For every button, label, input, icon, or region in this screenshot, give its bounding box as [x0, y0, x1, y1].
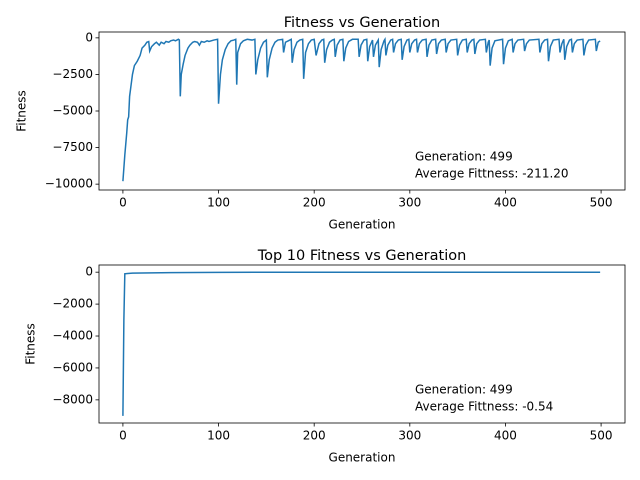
annotation: Average Fittness: -0.54: [415, 400, 553, 414]
x-tick-label: 200: [303, 196, 326, 210]
y-tick-label: −8000: [52, 392, 93, 406]
x-tick-label: 500: [590, 196, 613, 210]
y-tick-label: −6000: [52, 360, 93, 374]
y-tick-label: −7500: [52, 140, 93, 154]
x-tick-label: 400: [494, 196, 517, 210]
y-tick-label: 0: [85, 265, 93, 279]
annotation: Generation: 499: [415, 150, 513, 164]
chart-title: Top 10 Fitness vs Generation: [257, 248, 467, 264]
annotation: Generation: 499: [415, 383, 513, 397]
y-tick-label: −10000: [45, 177, 93, 191]
y-tick-label: −2000: [52, 297, 93, 311]
x-tick-label: 400: [494, 429, 517, 443]
y-axis-label: Fitness: [15, 90, 29, 132]
x-axis-label: Generation: [329, 218, 396, 232]
x-tick-label: 100: [207, 429, 230, 443]
y-tick-label: −5000: [52, 104, 93, 118]
x-tick-label: 200: [303, 429, 326, 443]
x-tick-label: 300: [398, 196, 421, 210]
chart-title: Fitness vs Generation: [284, 15, 440, 31]
y-tick-label: 0: [85, 30, 93, 44]
x-tick-label: 0: [119, 196, 127, 210]
x-tick-label: 0: [119, 429, 127, 443]
x-axis-label: Generation: [329, 451, 396, 465]
annotation: Average Fittness: -211.20: [415, 167, 569, 181]
data-line: [122, 271, 601, 416]
data-line: [122, 36, 601, 182]
y-axis-label: Fitness: [24, 323, 38, 365]
x-tick-label: 300: [398, 429, 421, 443]
plot-frame: [98, 264, 626, 424]
y-tick-label: −4000: [52, 329, 93, 343]
x-tick-label: 100: [207, 196, 230, 210]
x-tick-label: 500: [590, 429, 613, 443]
y-tick-label: −2500: [52, 67, 93, 81]
